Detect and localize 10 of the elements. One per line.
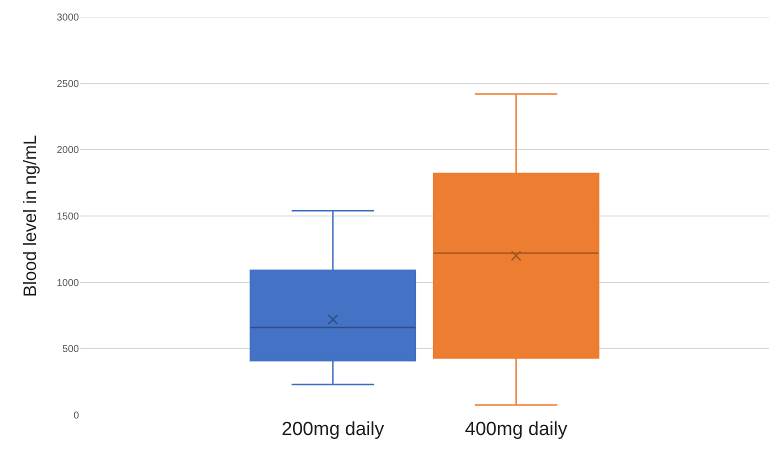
y-axis-title: Blood level in ng/mL <box>20 134 40 298</box>
y-tick-label: 2500 <box>56 78 80 90</box>
y-tick-label: 0 <box>73 410 80 422</box>
y-tick-label: 2000 <box>56 145 80 156</box>
x-tick-label: 200mg daily <box>282 419 385 440</box>
y-tick-label: 1000 <box>56 278 80 289</box>
y-tick-label: 3000 <box>56 12 80 24</box>
x-tick-label: 400mg daily <box>464 419 568 440</box>
y-tick-label: 500 <box>62 344 80 356</box>
y-tick-label: 1500 <box>56 212 80 222</box>
